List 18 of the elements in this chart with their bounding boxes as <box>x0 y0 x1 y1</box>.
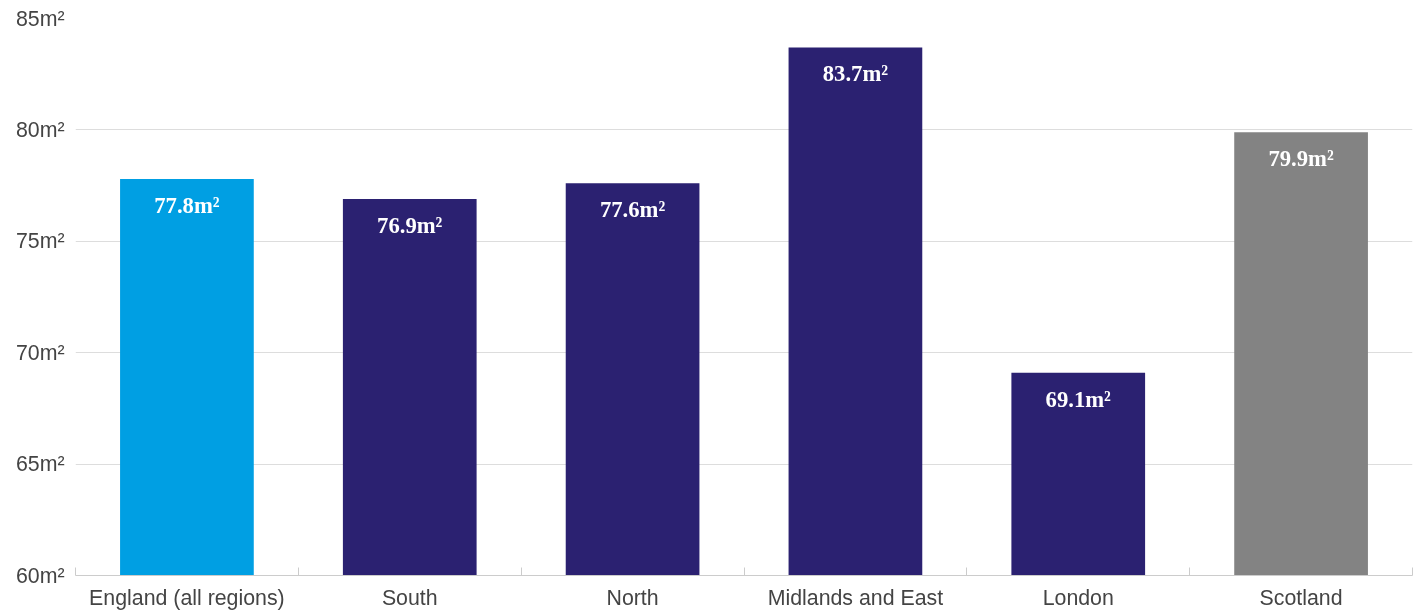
data-label: 79.9m² <box>1268 146 1334 172</box>
x-tick-label: North <box>606 585 659 610</box>
data-label: 77.6m² <box>599 197 666 223</box>
data-label: 77.8m² <box>154 192 220 218</box>
y-tick-label: 60m² <box>15 563 65 588</box>
y-tick-label: 70m² <box>15 340 65 365</box>
data-label: 83.7m² <box>822 61 889 87</box>
x-tick-label: England (all regions) <box>89 585 285 610</box>
data-label: 76.9m² <box>377 212 443 238</box>
x-tick-label: London <box>1042 585 1114 610</box>
y-tick-label: 80m² <box>15 117 65 142</box>
y-tick-label: 75m² <box>15 229 65 254</box>
x-tick-label: South <box>381 585 438 610</box>
x-tick-label: Midlands and East <box>767 585 944 610</box>
y-tick-label: 85m² <box>15 6 65 31</box>
x-tick-label: Scotland <box>1259 585 1343 610</box>
y-tick-label: 65m² <box>15 452 65 477</box>
data-label: 69.1m² <box>1045 386 1112 412</box>
